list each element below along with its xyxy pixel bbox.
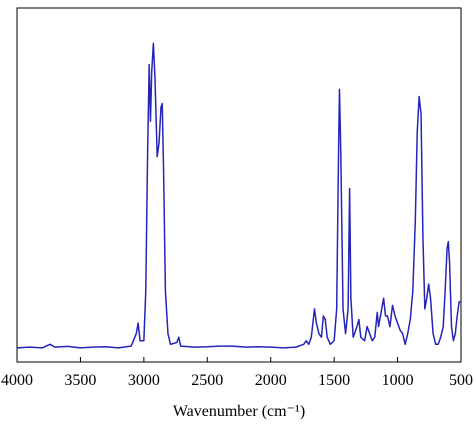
x-tick-label: 3000 xyxy=(128,372,160,389)
x-tick-label: 2500 xyxy=(191,372,223,389)
x-tick-label: 1000 xyxy=(382,372,414,389)
x-tick-label: 4000 xyxy=(1,372,33,389)
spectrum-line xyxy=(16,42,461,349)
x-axis-label: Wavenumber (cm⁻¹) xyxy=(173,403,305,420)
x-tick-label: 500 xyxy=(449,372,473,389)
x-tick-label: 2000 xyxy=(255,372,287,389)
plot-frame xyxy=(16,7,462,363)
x-tick-label: 1500 xyxy=(318,372,350,389)
x-tick-label: 3500 xyxy=(64,372,96,389)
